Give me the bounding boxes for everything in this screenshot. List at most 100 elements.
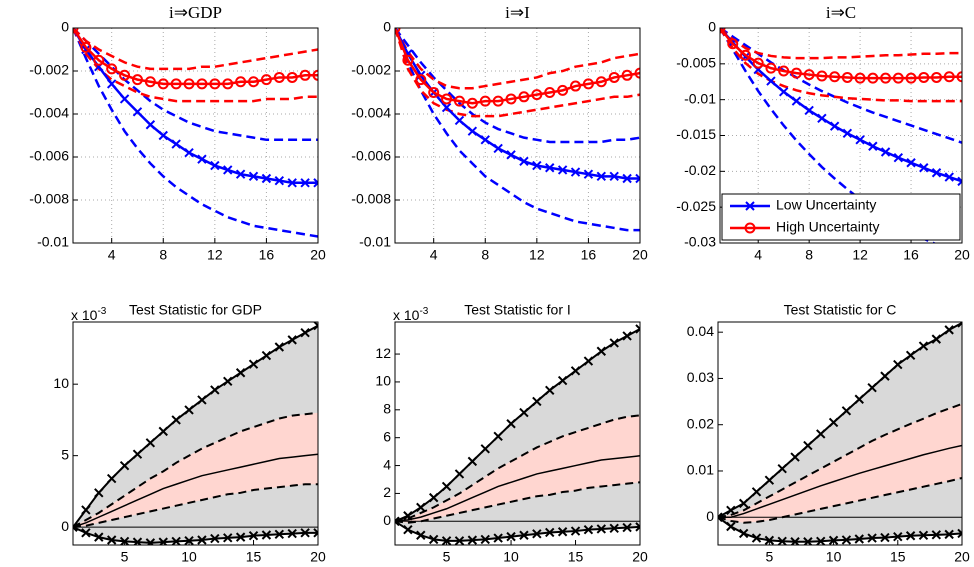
marker <box>119 69 131 81</box>
marker <box>235 532 246 542</box>
axes-frame <box>719 27 963 244</box>
marker <box>106 535 117 545</box>
y-tick-label: -0.03 <box>684 234 716 250</box>
legend-label: High Uncertainty <box>776 219 880 235</box>
marker <box>519 407 529 418</box>
marker <box>81 44 91 55</box>
marker <box>765 62 777 74</box>
x-tick-label: 20 <box>310 247 326 263</box>
marker <box>595 76 607 88</box>
x-tick-label: 5 <box>121 549 129 565</box>
marker <box>944 172 954 182</box>
x-tick-label: 8 <box>805 247 813 263</box>
marker <box>931 71 943 83</box>
marker <box>145 538 156 545</box>
marker <box>804 105 814 116</box>
marker <box>313 528 318 538</box>
marker <box>518 91 530 103</box>
marker <box>94 532 104 542</box>
marker <box>73 522 78 532</box>
marker <box>131 74 143 86</box>
band-edge <box>718 402 962 519</box>
x-tick-label: 20 <box>310 549 326 565</box>
band-edge <box>395 520 640 542</box>
y-tick-label: -0.025 <box>676 198 716 214</box>
marker <box>170 78 182 90</box>
marker <box>621 69 633 81</box>
y-tick-label: -0.008 <box>351 191 391 207</box>
band-line <box>395 28 640 232</box>
marker <box>441 481 452 492</box>
panel: Test Statistic for I x 10-3 0 2 4 6 8 10 12 5 10 15… <box>375 302 648 565</box>
marker <box>557 527 568 537</box>
marker <box>210 533 220 544</box>
marker <box>506 150 516 160</box>
marker <box>816 536 826 545</box>
marker <box>635 522 640 532</box>
chart-title: i⇒C <box>826 3 856 22</box>
x-tick-label: 12 <box>529 247 545 263</box>
marker <box>596 346 607 356</box>
marker <box>905 531 916 541</box>
marker <box>209 78 221 90</box>
marker <box>248 359 259 369</box>
y-tick-label: 12 <box>375 345 391 361</box>
marker <box>545 527 555 538</box>
marker <box>842 128 853 139</box>
marker <box>854 534 864 544</box>
marker <box>223 533 233 543</box>
band-edge <box>395 414 640 523</box>
x-tick-label: 16 <box>259 247 275 263</box>
y-tick-label: -0.004 <box>351 105 391 121</box>
marker <box>248 531 259 541</box>
band-edge <box>718 516 962 543</box>
marker <box>867 382 877 393</box>
x-tick-label: 16 <box>581 247 597 263</box>
marker <box>273 71 285 83</box>
y-tick-label: 0.04 <box>687 323 714 339</box>
chart-title: Test Statistic for I <box>464 302 571 318</box>
marker <box>532 396 542 407</box>
marker <box>171 415 181 425</box>
x-tick-label: 20 <box>632 247 648 263</box>
y-tick-label: -0.006 <box>29 148 69 164</box>
marker <box>931 168 942 178</box>
x-tick-label: 5 <box>765 549 773 565</box>
marker <box>184 147 194 158</box>
series-line <box>395 28 640 105</box>
marker <box>132 107 143 117</box>
legend-marker <box>745 201 755 211</box>
marker <box>609 338 619 348</box>
marker <box>106 79 117 89</box>
marker <box>467 535 478 545</box>
marker <box>441 93 453 105</box>
y-tick-label: -0.02 <box>684 162 716 178</box>
x-tick-label: 10 <box>503 549 519 565</box>
marker <box>505 93 517 105</box>
x-tick-label: 12 <box>207 247 223 263</box>
marker <box>880 371 890 381</box>
marker <box>557 375 568 386</box>
marker <box>467 126 478 136</box>
marker <box>171 536 181 545</box>
marker <box>287 335 297 345</box>
marker <box>145 120 156 130</box>
marker <box>906 158 916 168</box>
marker <box>454 469 465 479</box>
marker <box>467 456 478 467</box>
marker <box>197 535 207 545</box>
marker <box>918 71 930 83</box>
x-tick-label: 4 <box>754 247 762 263</box>
marker <box>312 69 318 81</box>
marker <box>791 96 802 106</box>
y-tick-label: 4 <box>383 456 391 472</box>
band-fill <box>73 412 318 528</box>
band-line <box>73 28 318 71</box>
marker <box>454 115 465 126</box>
marker <box>235 368 246 378</box>
marker <box>816 70 828 82</box>
marker <box>274 175 285 186</box>
marker <box>274 529 285 539</box>
marker <box>428 534 439 545</box>
band-edge <box>718 476 962 524</box>
